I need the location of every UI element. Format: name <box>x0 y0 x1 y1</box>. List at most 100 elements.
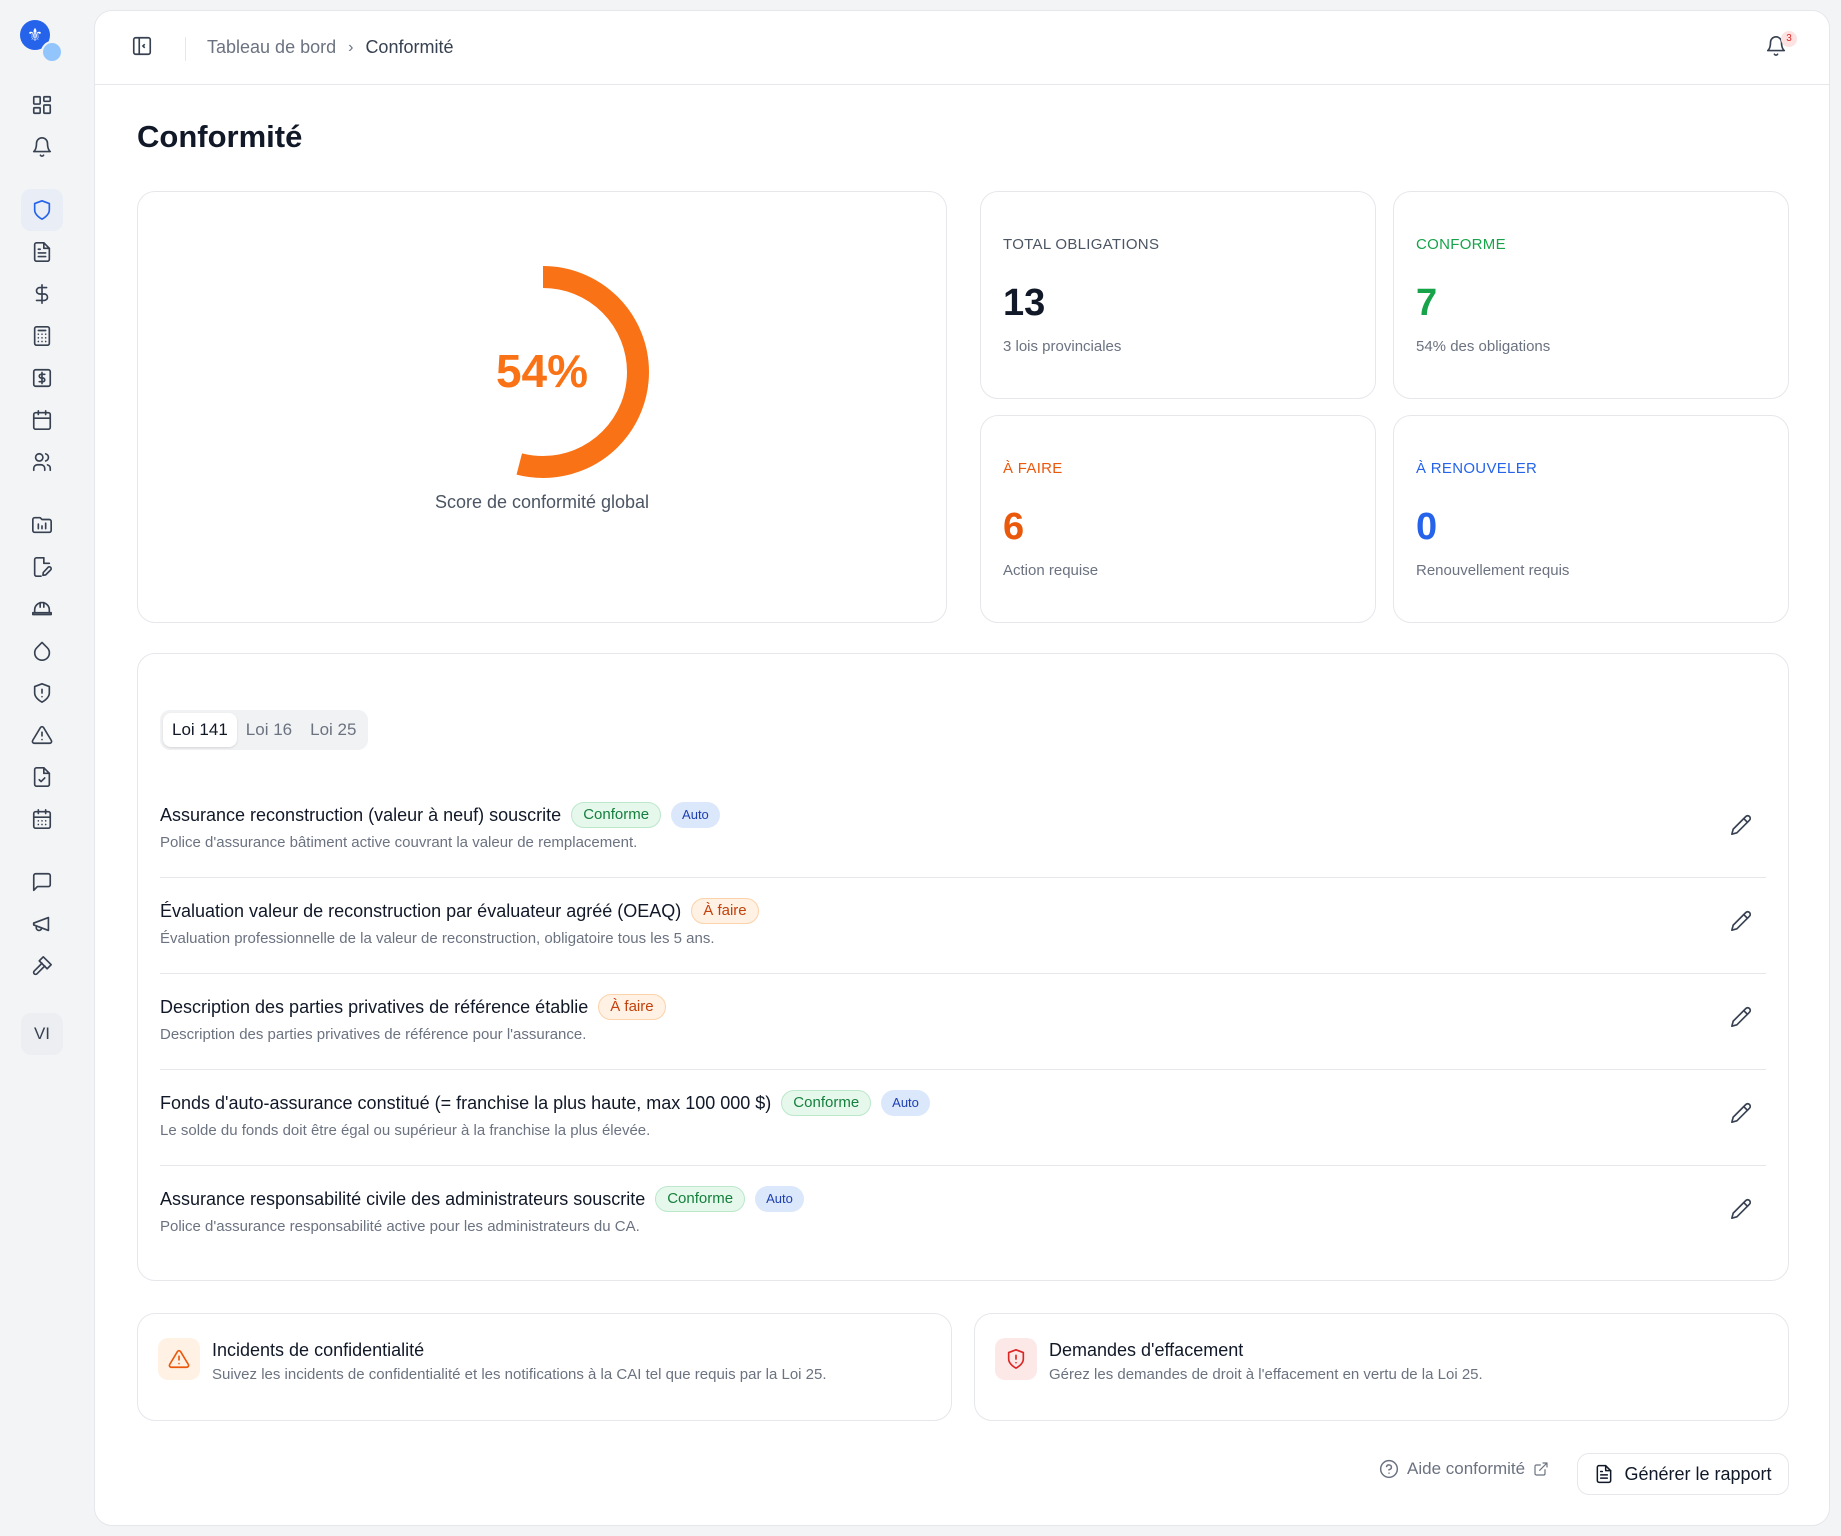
law-tabs: Loi 141 Loi 16 Loi 25 <box>160 710 369 750</box>
dollar-icon <box>35 284 49 304</box>
auto-badge: Auto <box>755 1186 804 1212</box>
shield-alert-icon <box>33 683 51 703</box>
main-panel: Tableau de bord › Conformité 3 Conformit… <box>94 10 1830 1526</box>
sidebar-item-maintenance[interactable] <box>21 588 63 630</box>
tab-loi-16[interactable]: Loi 16 <box>245 720 293 739</box>
obligation-row: Fonds d'auto-assurance constitué (= fran… <box>160 1070 1766 1166</box>
edit-obligation-button[interactable] <box>1730 910 1756 936</box>
pencil-icon <box>1730 1198 1752 1224</box>
erasure-requests-card[interactable]: Demandes d'effacement Gérez les demandes… <box>974 1313 1789 1421</box>
edit-obligation-button[interactable] <box>1730 814 1756 840</box>
report-button-label: Générer le rapport <box>1624 1463 1772 1484</box>
status-badge: Conforme <box>571 802 662 828</box>
sidebar-item-inspections[interactable] <box>21 756 63 798</box>
tab-loi-25[interactable]: Loi 25 <box>310 720 357 739</box>
pencil-icon <box>1730 814 1752 840</box>
sidebar-item-compliance[interactable] <box>21 189 63 231</box>
sidebar-item-schedule[interactable] <box>21 798 63 840</box>
stat-value: 13 <box>1003 282 1046 324</box>
fleur-de-lis-icon: ⚜ <box>20 20 50 50</box>
score-gauge-arc <box>437 266 649 478</box>
sidebar-item-announcements[interactable] <box>21 903 63 945</box>
sidebar-item-finances[interactable] <box>21 273 63 315</box>
obligation-description: Police d'assurance responsabilité active… <box>160 1218 640 1235</box>
file-text-icon <box>1597 1464 1612 1484</box>
stat-value: 6 <box>1003 506 1025 548</box>
sidebar-item-archives[interactable] <box>21 504 63 546</box>
warning-icon <box>31 725 53 745</box>
obligation-title: Assurance reconstruction (valeur à neuf)… <box>160 804 562 825</box>
invoice-icon <box>32 368 52 388</box>
notifications-button[interactable]: 3 <box>1765 31 1797 63</box>
obligation-row: Description des parties privatives de ré… <box>160 974 1766 1070</box>
bell-icon <box>1766 36 1786 56</box>
sidebar-item-dashboard[interactable] <box>21 84 63 126</box>
calendar-icon <box>32 410 52 430</box>
hammer-icon <box>32 956 52 976</box>
obligation-description: Évaluation professionnelle de la valeur … <box>160 930 715 947</box>
card-title: Demandes d'effacement <box>1049 1340 1244 1360</box>
sidebar-toggle-button[interactable] <box>131 35 157 61</box>
auto-badge: Auto <box>671 802 720 828</box>
sidebar-item-owners[interactable] <box>21 441 63 483</box>
notification-count-badge: 3 <box>1781 31 1797 47</box>
stat-value: 0 <box>1416 506 1438 548</box>
card-description: Gérez les demandes de droit à l'effaceme… <box>1049 1366 1483 1383</box>
warning-icon <box>158 1338 200 1380</box>
score-value: 54% <box>495 345 589 397</box>
stat-card-a-faire: À faire 6 Action requise <box>980 415 1376 623</box>
shield-icon <box>33 200 51 220</box>
score-label: Score de conformité global <box>434 492 650 512</box>
users-icon <box>32 452 52 472</box>
obligation-title: Fonds d'auto-assurance constitué (= fran… <box>160 1092 772 1113</box>
breadcrumb: Tableau de bord › Conformité <box>207 37 453 58</box>
privacy-incidents-card[interactable]: Incidents de confidentialité Suivez les … <box>137 1313 952 1421</box>
sidebar-item-invoices[interactable] <box>21 357 63 399</box>
stat-value: 7 <box>1416 282 1438 324</box>
sidebar-item-tools[interactable] <box>21 945 63 987</box>
obligation-description: Police d'assurance bâtiment active couvr… <box>160 834 638 851</box>
file-edit-icon <box>33 557 52 577</box>
sidebar-item-calendar[interactable] <box>21 399 63 441</box>
app-logo[interactable]: ⚜ <box>20 20 64 64</box>
obligations-card: Loi 141 Loi 16 Loi 25 Assurance reconstr… <box>137 653 1789 1281</box>
card-title: Incidents de confidentialité <box>212 1340 425 1360</box>
dashboard-grid-icon <box>32 95 52 115</box>
message-icon <box>32 872 52 892</box>
shield-alert-icon <box>995 1338 1037 1380</box>
compliance-help-link[interactable]: Aide conformité <box>1379 1459 1549 1479</box>
stat-card-conforme: Conforme 7 54% des obligations <box>1393 191 1789 399</box>
obligation-row: Évaluation valeur de reconstruction par … <box>160 878 1766 974</box>
sidebar-item-water[interactable] <box>21 630 63 672</box>
sidebar-item-security[interactable] <box>21 672 63 714</box>
edit-obligation-button[interactable] <box>1730 1198 1756 1224</box>
edit-obligation-button[interactable] <box>1730 1102 1756 1128</box>
sidebar-item-incidents[interactable] <box>21 714 63 756</box>
obligation-row: Assurance responsabilité civile des admi… <box>160 1166 1766 1262</box>
edit-obligation-button[interactable] <box>1730 1006 1756 1032</box>
sidebar-item-messages[interactable] <box>21 861 63 903</box>
stat-description: 54% des obligations <box>1416 338 1551 355</box>
generate-report-button[interactable]: Générer le rapport <box>1577 1453 1789 1495</box>
document-icon <box>33 242 51 262</box>
sidebar-item-documents[interactable] <box>21 231 63 273</box>
user-avatar[interactable]: VI <box>21 1013 63 1055</box>
pencil-icon <box>1730 1102 1752 1128</box>
sidebar-item-requests[interactable] <box>21 546 63 588</box>
compliance-score-card: 54% Score de conformité global <box>137 191 947 623</box>
sidebar-item-budget[interactable] <box>21 315 63 357</box>
status-badge: Conforme <box>781 1090 872 1116</box>
panel-left-icon <box>132 36 152 56</box>
calculator-icon <box>33 326 51 346</box>
stat-description: 3 lois provinciales <box>1003 338 1122 355</box>
score-gauge <box>437 266 649 478</box>
page-title: Conformité <box>137 119 303 154</box>
sidebar-item-notifications[interactable] <box>21 126 63 168</box>
top-bar: Tableau de bord › Conformité 3 <box>95 11 1829 85</box>
breadcrumb-home-link[interactable]: Tableau de bord <box>207 37 337 57</box>
obligation-title: Évaluation valeur de reconstruction par … <box>160 900 682 921</box>
pencil-icon <box>1730 910 1752 936</box>
hard-hat-icon <box>32 601 52 616</box>
megaphone-icon <box>32 916 50 932</box>
tab-loi-141[interactable]: Loi 141 <box>163 713 237 747</box>
